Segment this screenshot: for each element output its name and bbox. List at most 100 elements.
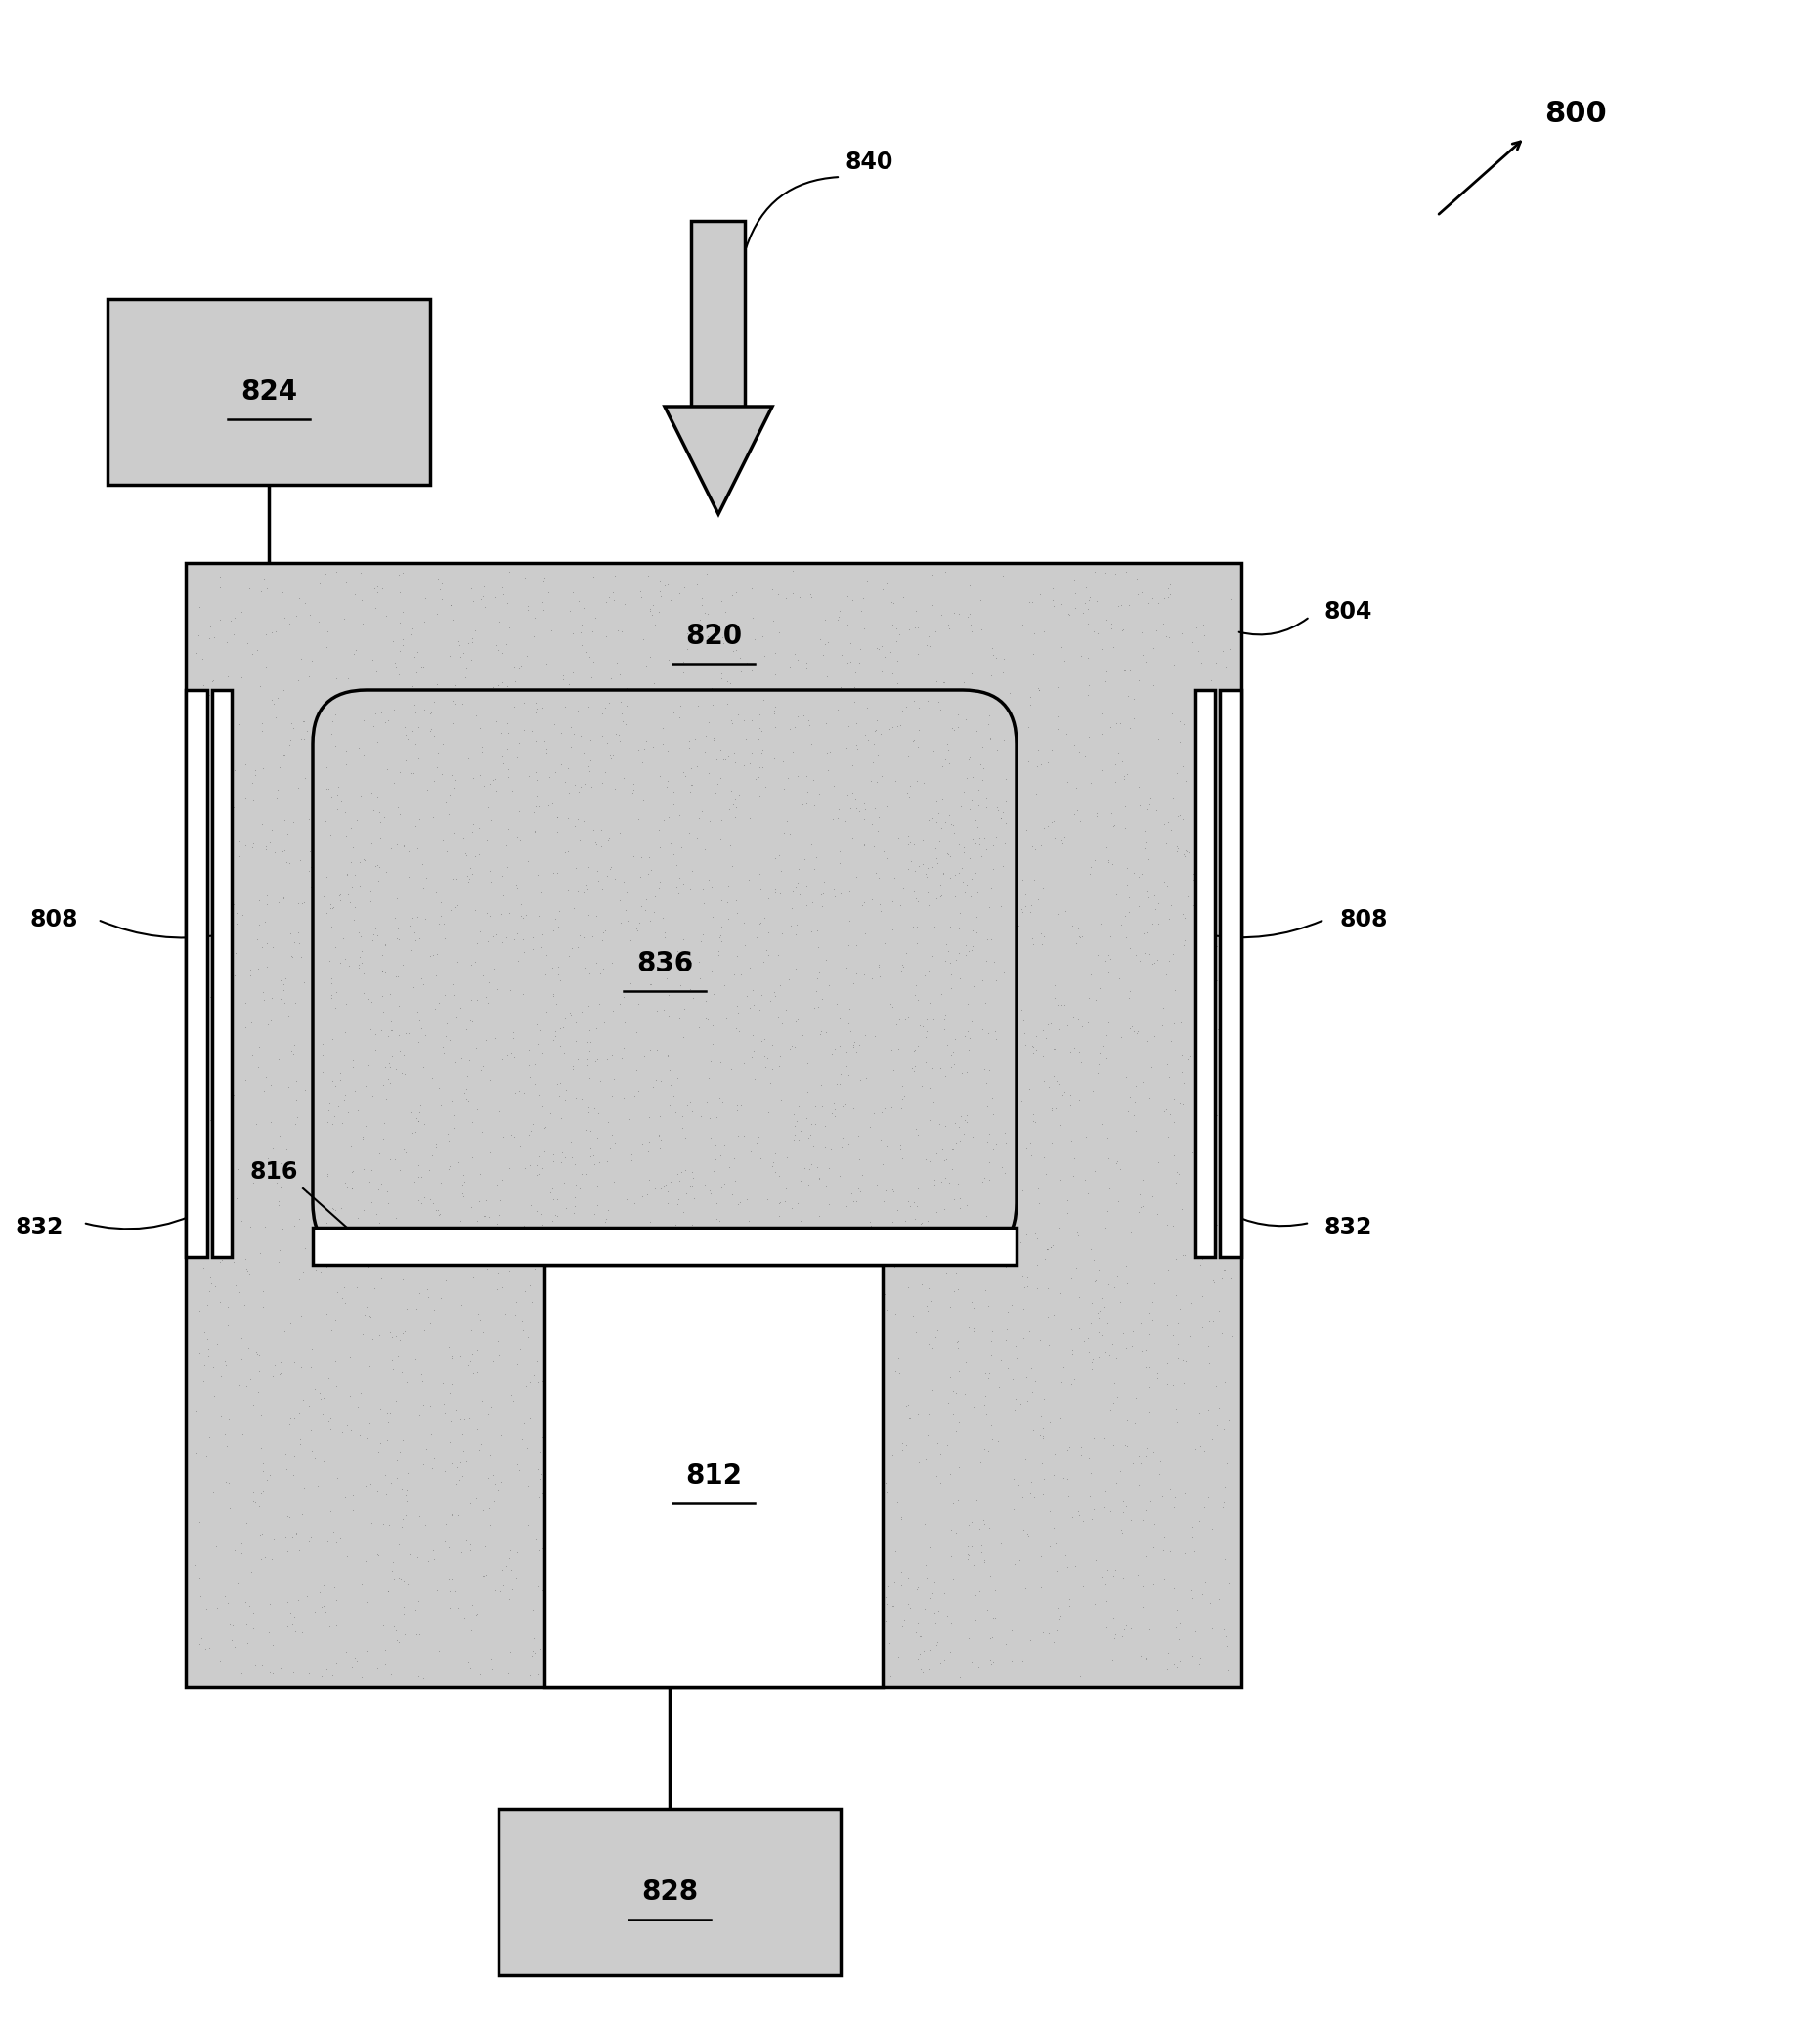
Point [1185, 734, 1214, 767]
Point [297, 1351, 326, 1384]
Point [1132, 793, 1161, 826]
Point [779, 1039, 808, 1071]
Point [755, 676, 784, 708]
Point [493, 761, 522, 793]
Point [384, 960, 413, 992]
Point [224, 578, 253, 611]
Point [499, 649, 528, 682]
Point [837, 1221, 866, 1254]
Point [566, 1185, 595, 1217]
Point [213, 854, 242, 887]
Point [402, 1430, 431, 1463]
Point [437, 1128, 466, 1161]
Point [1076, 858, 1105, 891]
Point [956, 1023, 985, 1055]
Point [1216, 633, 1245, 666]
Point [928, 696, 957, 728]
Point [504, 1086, 533, 1118]
Point [946, 1100, 976, 1132]
Point [912, 710, 941, 743]
Point [983, 732, 1012, 765]
Point [635, 881, 664, 913]
Point [477, 1641, 506, 1674]
Point [395, 1538, 424, 1570]
Point [1116, 1081, 1145, 1114]
Point [662, 1439, 692, 1471]
Point [726, 655, 755, 688]
Point [504, 943, 533, 976]
Point [575, 1209, 604, 1242]
Point [879, 1142, 908, 1175]
Point [864, 950, 894, 982]
Point [542, 801, 571, 834]
Point [642, 700, 672, 732]
Point [1156, 1473, 1185, 1506]
Point [772, 1000, 801, 1033]
Point [406, 1045, 435, 1077]
Point [592, 897, 621, 929]
Point [655, 1092, 684, 1124]
Point [970, 1357, 999, 1390]
Point [857, 1041, 886, 1073]
Point [1110, 653, 1139, 686]
Point [377, 832, 406, 864]
Point [850, 793, 879, 826]
Point [699, 978, 728, 1010]
Point [750, 1568, 779, 1601]
Point [992, 903, 1021, 935]
Point [737, 1526, 766, 1558]
Point [331, 734, 360, 767]
Point [925, 1092, 954, 1124]
Point [284, 1264, 313, 1297]
Point [357, 828, 386, 860]
Point [271, 1522, 300, 1554]
Point [1074, 680, 1103, 712]
Point [939, 1047, 968, 1079]
Point [522, 692, 551, 724]
Point [803, 1203, 832, 1236]
Point [879, 586, 908, 619]
Point [917, 801, 946, 834]
Point [224, 1370, 253, 1402]
Point [1059, 1361, 1088, 1394]
Point [282, 826, 311, 858]
Point [923, 1217, 952, 1250]
Point [486, 716, 515, 749]
Point [1043, 1554, 1072, 1587]
Point [415, 939, 444, 972]
Point [992, 1051, 1021, 1083]
Point [806, 1280, 835, 1313]
Point [388, 1317, 417, 1349]
Point [774, 1140, 803, 1173]
Point [524, 1534, 553, 1566]
Point [935, 613, 965, 645]
Point [939, 1274, 968, 1307]
Point [690, 990, 719, 1023]
Point [528, 966, 557, 998]
Point [1006, 1086, 1036, 1118]
Point [748, 946, 777, 978]
Point [752, 1441, 781, 1473]
Point [697, 836, 726, 868]
Point [983, 1424, 1012, 1457]
Point [1028, 1039, 1057, 1071]
Point [719, 1041, 748, 1073]
Point [351, 1469, 380, 1501]
Point [466, 1159, 495, 1191]
Point [746, 1142, 775, 1175]
Point [1023, 672, 1052, 704]
Point [930, 1157, 959, 1189]
Point [659, 1079, 688, 1112]
Point [1076, 1234, 1105, 1266]
Point [635, 1163, 664, 1195]
Point [966, 840, 996, 872]
Point [450, 1077, 479, 1110]
Point [346, 556, 375, 588]
Point [389, 1315, 419, 1347]
Point [965, 822, 994, 854]
Point [1174, 881, 1203, 913]
Point [1096, 943, 1125, 976]
Point [211, 1349, 240, 1382]
Point [269, 603, 298, 635]
Point [932, 956, 961, 988]
